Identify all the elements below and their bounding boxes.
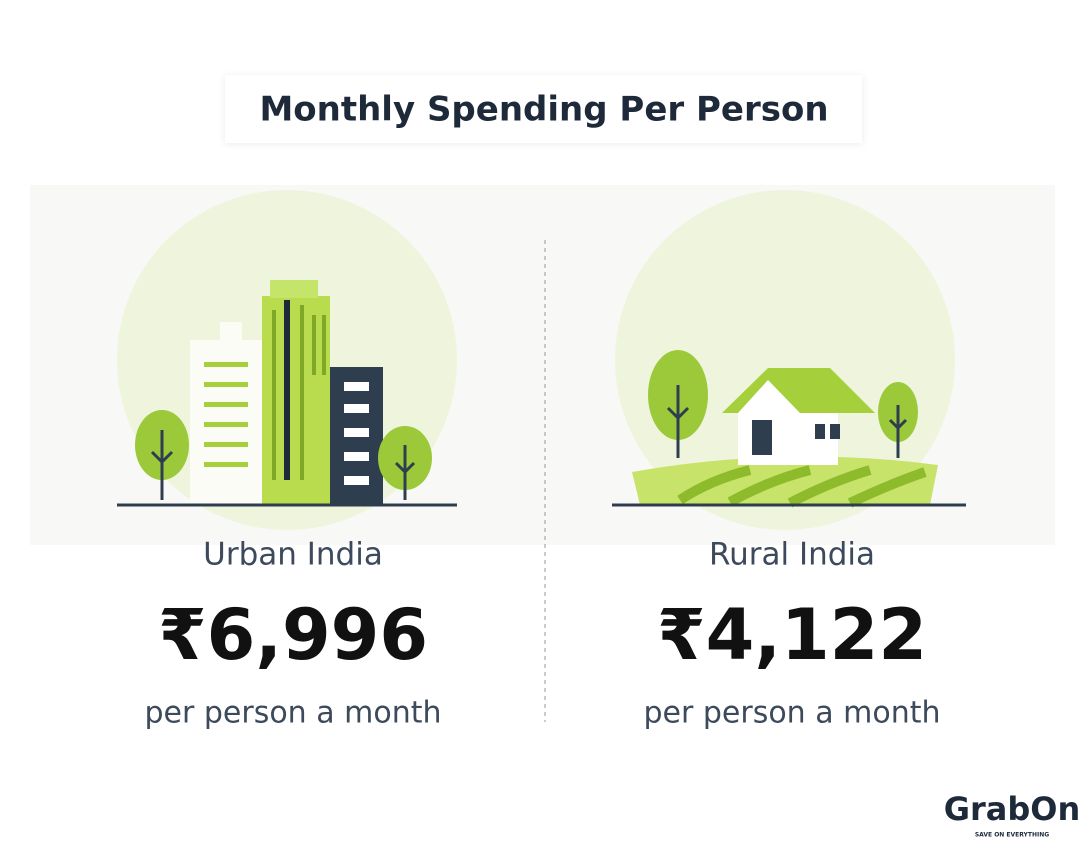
- panel-note: per person a month: [643, 696, 940, 731]
- title: Monthly Spending Per Person: [259, 90, 828, 130]
- panel-amount: ₹6,996: [158, 594, 428, 676]
- brand-tagline: SAVE ON EVERYTHING: [975, 832, 1049, 839]
- brand-name: GrabOn: [944, 790, 1081, 828]
- panel-label: Rural India: [709, 537, 875, 573]
- title-box: [225, 75, 862, 143]
- rural-illustration: [612, 190, 966, 530]
- urban-illustration: [117, 190, 457, 530]
- panel-label: Urban India: [203, 537, 383, 573]
- panel-amount: ₹4,122: [657, 594, 927, 676]
- panel-note: per person a month: [144, 696, 441, 731]
